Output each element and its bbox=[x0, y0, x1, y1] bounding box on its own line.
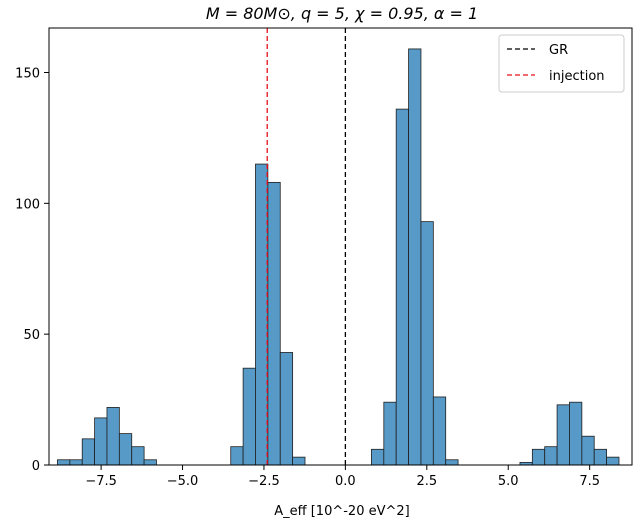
histogram-bar bbox=[371, 448, 385, 466]
legend-box bbox=[498, 34, 625, 93]
reference-lines bbox=[266, 28, 347, 465]
histogram-bar bbox=[420, 221, 434, 466]
histogram-bar bbox=[408, 48, 422, 466]
histogram-bar bbox=[581, 435, 595, 466]
histogram-bar bbox=[230, 446, 244, 466]
histogram-bar bbox=[445, 459, 459, 466]
histogram-bar bbox=[569, 401, 583, 466]
axes-frame bbox=[48, 27, 633, 466]
x-tick-label: −5.0 bbox=[167, 474, 199, 489]
x-axis-ticks: −7.5 −5.0 −2.5 0.0 2.5 5.0 7.5 bbox=[85, 465, 600, 489]
histogram-bar bbox=[57, 459, 71, 466]
y-tick-label: 50 bbox=[23, 328, 40, 343]
x-tick-label: 7.5 bbox=[579, 474, 600, 489]
x-tick-label: 2.5 bbox=[416, 474, 437, 489]
histogram-bar bbox=[292, 456, 306, 466]
histogram-bar bbox=[556, 404, 570, 466]
chart-title: M = 80M⊙, q = 5, χ = 0.95, α = 1 bbox=[206, 4, 478, 23]
histogram-bar bbox=[383, 401, 397, 466]
x-axis-label-text: A_eff [10^-20 eV^2] bbox=[274, 504, 409, 519]
x-tick-label: −2.5 bbox=[248, 474, 280, 489]
histogram-bar bbox=[69, 459, 83, 466]
histogram-bar bbox=[544, 446, 558, 466]
histogram-bar bbox=[143, 459, 157, 466]
legend-label: injection bbox=[549, 69, 605, 84]
legend: GR injection bbox=[498, 34, 625, 93]
histogram-bar bbox=[131, 446, 145, 466]
histogram-bar bbox=[255, 163, 269, 466]
histogram-bars bbox=[57, 48, 620, 466]
x-axis-label: A_eff [10^-20 eV^2] bbox=[274, 504, 409, 519]
histogram-bar bbox=[593, 448, 607, 466]
histogram-bar bbox=[267, 181, 281, 466]
histogram-bar bbox=[606, 456, 620, 466]
histogram-bar bbox=[106, 407, 120, 466]
histogram-bar bbox=[118, 433, 133, 466]
plot-frame bbox=[48, 27, 633, 466]
histogram-bar bbox=[395, 108, 409, 466]
histogram-bar bbox=[432, 396, 447, 466]
y-tick-label: 150 bbox=[15, 66, 40, 81]
chart-title-text: M = 80M⊙, q = 5, χ = 0.95, α = 1 bbox=[206, 4, 478, 23]
histogram-bar bbox=[279, 352, 294, 466]
histogram-bar bbox=[94, 417, 108, 466]
y-tick-label: 100 bbox=[15, 197, 40, 212]
histogram-bar bbox=[242, 367, 256, 466]
x-tick-label: 0.0 bbox=[335, 474, 356, 489]
histogram-bar bbox=[531, 448, 546, 466]
x-tick-label: −7.5 bbox=[85, 474, 117, 489]
legend-label: GR bbox=[549, 43, 568, 58]
x-tick-label: 5.0 bbox=[498, 474, 519, 489]
y-tick-label: 0 bbox=[32, 459, 40, 474]
histogram-bar bbox=[81, 438, 96, 466]
y-axis-ticks: 0 50 100 150 bbox=[15, 66, 49, 474]
